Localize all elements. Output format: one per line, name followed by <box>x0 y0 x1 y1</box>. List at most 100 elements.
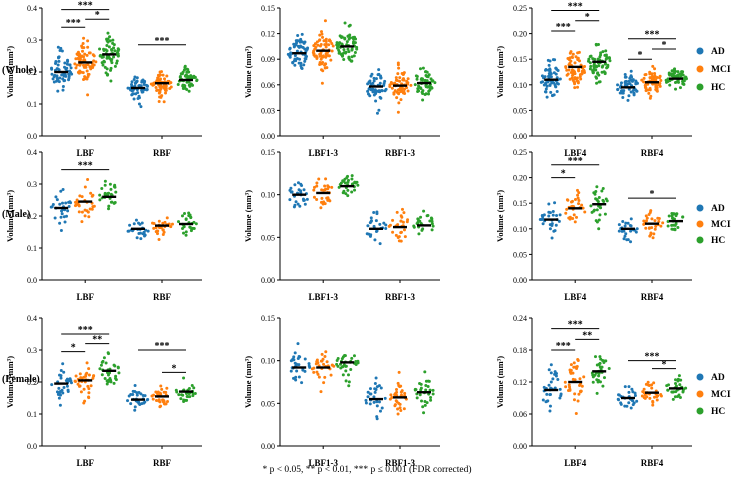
data-point <box>344 369 348 373</box>
data-point <box>299 61 303 65</box>
data-point <box>80 220 84 224</box>
data-point <box>654 224 658 228</box>
data-point <box>187 80 191 84</box>
x-category-label: RBF4 <box>641 148 664 158</box>
data-point <box>319 390 323 394</box>
data-point <box>397 370 401 374</box>
data-point <box>77 71 81 75</box>
data-point <box>682 77 686 81</box>
y-tick-label: 0.15 <box>513 55 527 64</box>
data-point <box>551 93 555 97</box>
data-point <box>413 388 417 392</box>
data-point <box>567 68 571 72</box>
data-point <box>380 89 384 93</box>
data-point <box>107 191 111 195</box>
data-point <box>86 384 90 388</box>
data-point <box>574 215 578 219</box>
data-point <box>87 367 91 371</box>
y-tick-label: 0.00 <box>513 132 527 141</box>
y-axis-label: Volume (mm³) <box>243 356 253 408</box>
data-point <box>373 381 377 385</box>
row-label-whole: (Whole) <box>2 65 36 76</box>
data-point <box>568 56 572 60</box>
data-point <box>572 361 576 365</box>
data-point <box>348 58 352 62</box>
data-point <box>116 54 120 58</box>
y-tick-label: 0.25 <box>513 4 527 13</box>
data-point <box>107 207 111 211</box>
x-category-label: RBF4 <box>641 458 664 468</box>
data-point <box>645 216 649 220</box>
data-point <box>617 229 621 233</box>
y-tick-label: 0.12 <box>513 378 527 387</box>
data-point <box>567 383 571 387</box>
data-point <box>59 376 63 380</box>
data-point <box>50 72 54 76</box>
data-point <box>629 69 633 73</box>
data-point <box>378 81 382 85</box>
data-point <box>352 54 356 58</box>
data-point <box>412 225 416 229</box>
data-point <box>301 46 305 50</box>
data-point <box>573 76 577 80</box>
data-point <box>601 187 605 191</box>
data-point <box>325 66 329 70</box>
data-point <box>394 388 398 392</box>
data-point <box>110 200 114 204</box>
data-point <box>138 222 142 226</box>
data-point <box>655 398 659 402</box>
data-point <box>288 54 292 58</box>
data-point <box>341 373 345 377</box>
data-point <box>68 69 72 73</box>
data-point <box>130 80 134 84</box>
panel-2-2: 0.00 0.06 0.12 0.18 0.24 Volume (mm³) LBF4 RBF4… <box>495 314 692 468</box>
data-point <box>105 55 109 59</box>
data-point <box>672 217 676 221</box>
data-point <box>417 232 421 236</box>
data-point <box>289 369 293 373</box>
data-point <box>374 99 378 103</box>
data-point <box>182 376 186 380</box>
data-point <box>616 87 620 91</box>
data-point <box>155 89 159 93</box>
data-point <box>107 204 111 208</box>
panel-0-1: 0.00 0.03 0.06 0.09 0.12 0.15 Volume (mm³) LBF1… <box>243 4 440 158</box>
data-point <box>677 80 681 84</box>
data-point <box>394 76 398 80</box>
data-point <box>85 53 89 57</box>
data-point <box>293 54 297 58</box>
data-point <box>330 49 334 53</box>
data-point <box>681 73 685 77</box>
data-point <box>305 47 309 51</box>
data-point <box>645 219 649 223</box>
data-point <box>627 385 631 389</box>
y-tick-label: 0.00 <box>261 132 275 141</box>
data-point <box>100 373 104 377</box>
data-point <box>113 64 117 68</box>
data-point <box>401 220 405 224</box>
data-point <box>402 90 406 94</box>
data-point <box>541 80 545 84</box>
data-point <box>629 229 633 233</box>
data-point <box>319 57 323 61</box>
data-point <box>672 212 676 216</box>
data-point <box>158 73 162 77</box>
data-point <box>66 388 70 392</box>
data-point <box>321 188 325 192</box>
data-point <box>600 189 604 193</box>
y-tick-label: 0.2 <box>27 378 37 387</box>
data-point <box>405 79 409 83</box>
data-point <box>57 59 61 63</box>
data-point <box>426 384 430 388</box>
data-point <box>98 367 102 371</box>
data-point <box>374 229 378 233</box>
data-point <box>553 58 557 62</box>
data-point <box>113 49 117 53</box>
x-category-label: LBF <box>76 458 94 468</box>
data-point <box>606 63 610 67</box>
y-tick-label: 0.00 <box>513 276 527 285</box>
data-point <box>159 95 163 99</box>
data-point <box>132 97 136 101</box>
data-point <box>583 64 587 68</box>
data-point <box>572 80 576 84</box>
